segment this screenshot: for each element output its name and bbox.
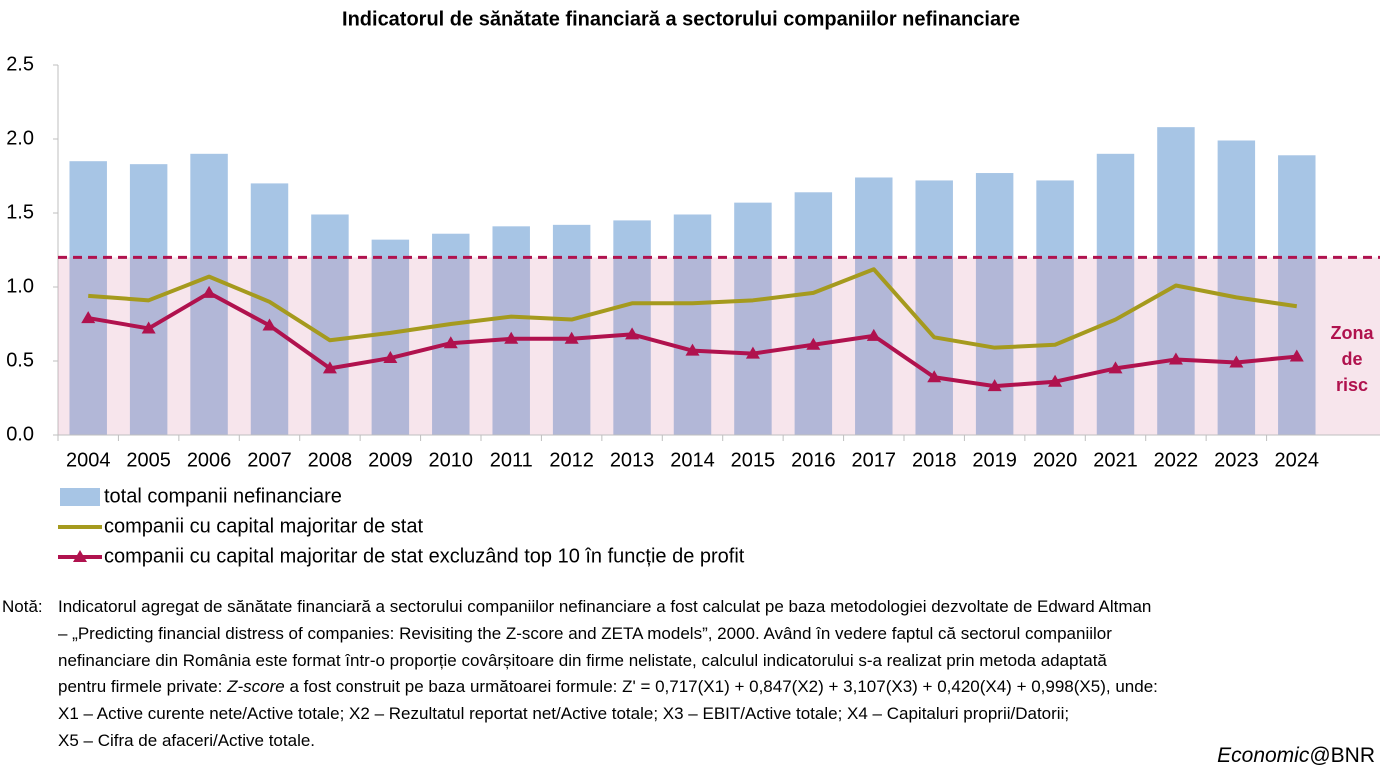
note-line: X1 – Active curente nete/Active totale; …: [58, 701, 1158, 728]
marker: [383, 351, 398, 364]
x-tick-label: 2019: [972, 449, 1017, 471]
note-text: nefinanciare din România este format înt…: [58, 650, 1107, 670]
y-tick-label: 2.5: [6, 53, 34, 75]
x-tick-label: 2008: [308, 449, 353, 471]
legend-label: total companii nefinanciare: [104, 485, 342, 507]
note-body: Indicatorul agregat de sănătate financia…: [58, 594, 1158, 755]
bar: [311, 214, 349, 435]
bar: [432, 233, 470, 435]
bar: [975, 173, 1014, 436]
x-tick-label: 2004: [66, 449, 111, 471]
x-tick-label: 2011: [490, 449, 533, 471]
note-line: – „Predicting financial distress of comp…: [58, 621, 1158, 648]
marker: [504, 331, 519, 344]
legend-swatch: [60, 488, 100, 506]
marker: [202, 285, 217, 298]
note-text: X5 – Cifra de afaceri/Active totale.: [58, 730, 316, 750]
y-tick-label: 0.5: [6, 349, 34, 371]
marker: [927, 370, 942, 383]
bar: [673, 214, 712, 435]
note-line: X5 – Cifra de afaceri/Active totale.: [58, 728, 1158, 755]
bar: [1278, 155, 1316, 435]
x-tick-label: 2024: [1275, 449, 1320, 471]
note-label: Notă:: [2, 597, 43, 616]
marker: [806, 337, 821, 350]
marker: [987, 379, 1002, 392]
bar: [1036, 180, 1074, 435]
bar: [1096, 153, 1135, 436]
x-tick-label: 2013: [610, 449, 655, 471]
risk-zone: [58, 257, 1380, 435]
y-tick-label: 1.0: [6, 275, 34, 297]
source: Economic@BNR: [1217, 744, 1375, 768]
marker: [745, 346, 760, 359]
x-tick-label: 2022: [1154, 449, 1199, 471]
marker: [1048, 374, 1063, 387]
x-tick-label: 2023: [1214, 449, 1259, 471]
x-tick-label: 2010: [429, 449, 474, 471]
x-tick-label: 2005: [126, 449, 171, 471]
x-tick-label: 2021: [1093, 449, 1138, 471]
x-tick-label: 2007: [247, 449, 292, 471]
marker: [1289, 349, 1304, 362]
legend-label: companii cu capital majoritar de stat ex…: [104, 545, 745, 567]
marker: [81, 311, 96, 324]
marker: [1168, 352, 1183, 365]
note-text: Z-score: [227, 677, 285, 697]
marker: [866, 328, 881, 341]
bar: [371, 239, 410, 435]
bar: [734, 202, 772, 435]
marker: [564, 331, 579, 344]
marker: [1229, 355, 1244, 368]
note-line: pentru firmele private: Z-score a fost c…: [58, 674, 1158, 701]
bar: [915, 180, 953, 435]
bar: [794, 192, 833, 435]
bar: [1217, 140, 1256, 436]
marker: [322, 361, 337, 374]
chart: Indicatorul de sănătate financiară a sec…: [6, 8, 1380, 567]
bar: [855, 177, 893, 436]
marker: [685, 343, 700, 356]
x-tick-label: 2015: [731, 449, 776, 471]
marker: [141, 321, 156, 334]
x-tick-label: 2014: [670, 449, 715, 471]
risk-zone-label: de: [1341, 349, 1362, 369]
x-tick-label: 2017: [852, 449, 897, 471]
x-tick-label: 2018: [912, 449, 957, 471]
x-tick-label: 2020: [1033, 449, 1078, 471]
x-tick-label: 2012: [549, 449, 594, 471]
x-tick-label: 2016: [791, 449, 836, 471]
risk-zone-label: Zona: [1331, 323, 1375, 343]
note-text: Indicatorul agregat de sănătate financia…: [58, 597, 1152, 616]
y-tick-label: 2.0: [6, 127, 34, 149]
note-text: a fost construit pe baza următoarei form…: [284, 677, 1158, 697]
marker: [443, 336, 458, 349]
legend-label: companii cu capital majoritar de stat: [104, 515, 423, 537]
note-line: Indicatorul agregat de sănătate financia…: [58, 594, 1158, 621]
note-line: nefinanciare din România este format înt…: [58, 648, 1158, 675]
legend-marker: [73, 550, 87, 562]
line: [88, 267, 1298, 350]
x-tick-label: 2009: [368, 449, 413, 471]
note-text: X1 – Active curente nete/Active totale; …: [58, 704, 1070, 724]
bar: [492, 226, 530, 435]
y-tick-label: 1.5: [6, 201, 34, 223]
marker: [262, 318, 277, 331]
marker: [625, 327, 640, 340]
marker: [1108, 361, 1123, 374]
note-text: – „Predicting financial distress of comp…: [58, 623, 1112, 643]
source-brand: Economic: [1217, 744, 1310, 767]
y-tick-label: 0.0: [6, 423, 34, 445]
bar: [1157, 127, 1195, 435]
risk-zone-label: risc: [1336, 375, 1368, 395]
source-org: @BNR: [1309, 744, 1375, 767]
bar: [552, 224, 591, 435]
note-text: pentru firmele private:: [58, 677, 228, 697]
chart-title: Indicatorul de sănătate financiară a sec…: [342, 8, 1020, 30]
x-tick-label: 2006: [187, 449, 232, 471]
